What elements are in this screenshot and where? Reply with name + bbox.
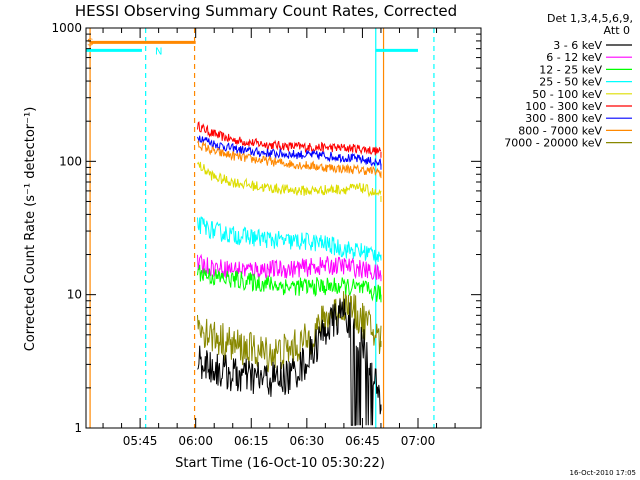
series-3 [197, 161, 382, 202]
series-line-5 [197, 253, 382, 280]
legend-label-5: 100 - 300 keV [525, 100, 602, 113]
series-line-1 [197, 135, 382, 167]
series-group [197, 121, 382, 426]
legend-label-2: 12 - 25 keV [539, 63, 602, 76]
chart-title: HESSI Observing Summary Count Rates, Cor… [75, 2, 457, 20]
series-line-4 [197, 216, 382, 263]
series-line-8 [197, 298, 382, 426]
top-bar-label-1: N [155, 46, 162, 57]
series-5 [197, 253, 382, 282]
series-2 [197, 139, 382, 179]
x-tick-label-0: 05:45 [123, 434, 158, 448]
series-line-2 [197, 139, 382, 177]
legend-label-0: 3 - 6 keV [553, 39, 602, 52]
legend-label-8: 7000 - 20000 keV [504, 137, 602, 150]
legend-label-3: 25 - 50 keV [539, 76, 602, 89]
legend-label-4: 50 - 100 keV [532, 88, 602, 101]
series-line-3 [197, 161, 382, 198]
axes: 1 10 100 1000 05:45 06:00 06:15 06:30 06:45 07:00 [51, 21, 482, 448]
y-tick-label-1: 10 [67, 288, 82, 302]
y-tick-label-2: 100 [59, 154, 82, 168]
top-bar-label-0: S [87, 37, 93, 48]
y-tick-label-0: 1 [74, 421, 82, 435]
plot-frame [85, 27, 482, 429]
x-tick-label-1: 06:00 [178, 434, 213, 448]
timestamp: 16-Oct-2010 17:05 [570, 469, 636, 477]
legend-header-1: Att 0 [604, 24, 630, 37]
legend-label-6: 300 - 800 keV [525, 112, 602, 125]
y-axis-label: Corrected Count Rate (s⁻¹ detector⁻¹) [23, 107, 38, 352]
y-tick-label-3: 1000 [51, 21, 82, 35]
top-bars: SN [86, 37, 419, 57]
x-axis-label: Start Time (16-Oct-10 05:30:22) [175, 456, 385, 471]
series-1 [197, 135, 382, 170]
series-6 [197, 264, 382, 303]
series-8 [197, 298, 382, 426]
x-tick-label-4: 06:45 [345, 434, 380, 448]
x-tick-label-5: 07:00 [401, 434, 436, 448]
legend-header-0: Det 1,3,4,5,6,9, [547, 12, 633, 25]
series-0 [197, 121, 382, 158]
series-line-0 [197, 121, 382, 156]
x-tick-label-3: 06:30 [290, 434, 325, 448]
legend-label-1: 6 - 12 keV [546, 51, 602, 64]
series-line-6 [197, 264, 382, 303]
x-tick-label-2: 06:15 [234, 434, 269, 448]
vertical-markers [89, 28, 435, 428]
series-4 [197, 216, 382, 263]
legend-label-7: 800 - 7000 keV [518, 124, 602, 137]
